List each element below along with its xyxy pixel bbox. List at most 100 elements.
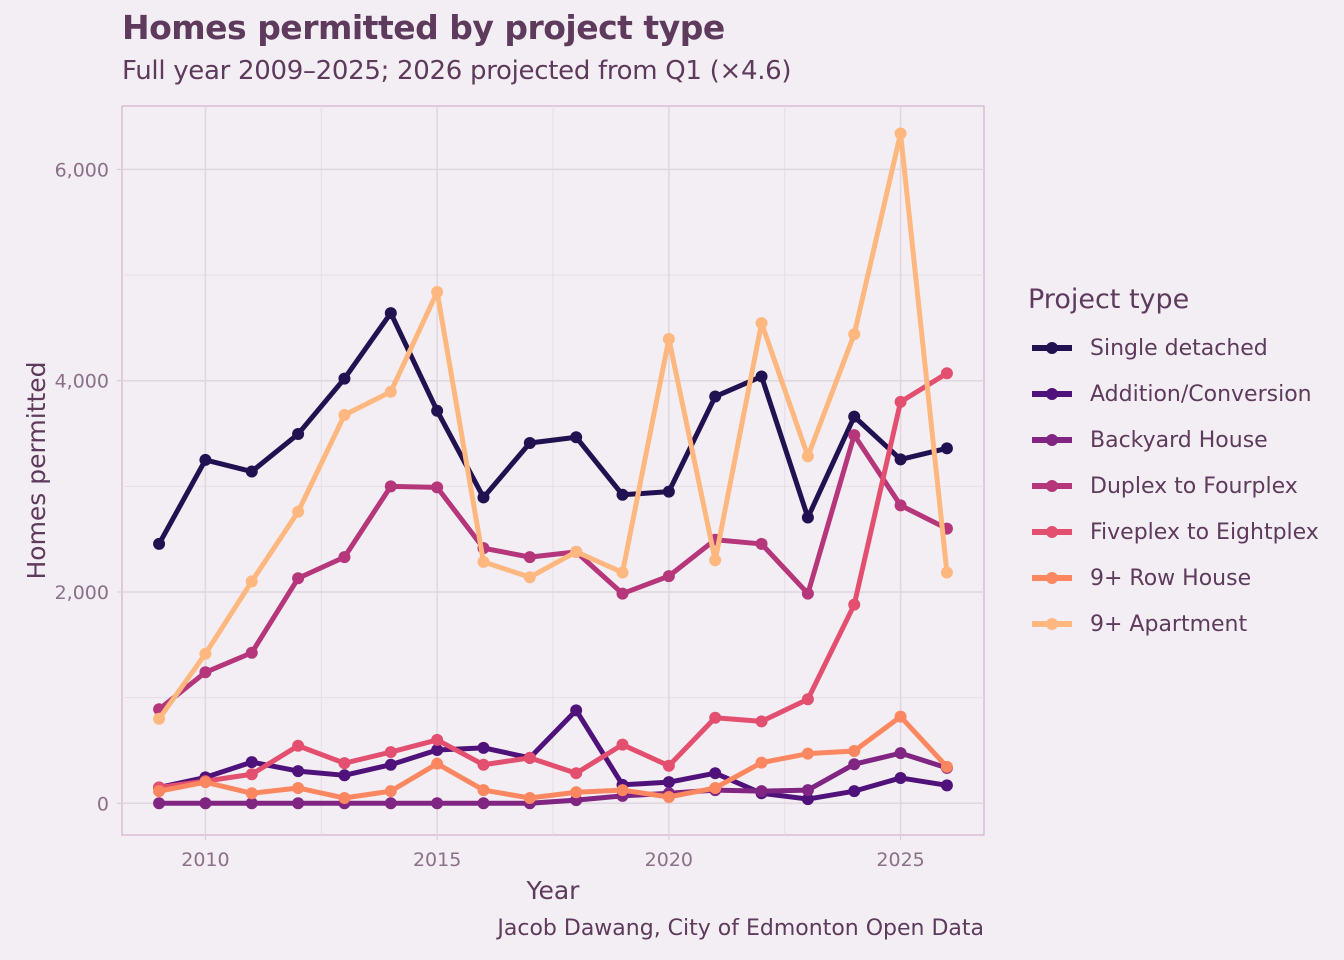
- data-point: [523, 437, 536, 450]
- data-point: [801, 693, 814, 706]
- data-point: [431, 797, 444, 810]
- data-point: [894, 771, 907, 784]
- data-point: [153, 785, 166, 798]
- legend-title: Project type: [1028, 284, 1190, 315]
- legend-key-icon: [1032, 618, 1072, 630]
- data-point: [755, 715, 768, 728]
- data-point: [755, 537, 768, 550]
- data-point: [616, 784, 629, 797]
- data-point: [153, 797, 166, 810]
- data-point: [384, 480, 397, 493]
- data-point: [292, 739, 305, 752]
- data-point: [245, 787, 258, 800]
- data-point: [848, 745, 861, 758]
- series-line: [156, 707, 950, 802]
- data-point: [570, 786, 583, 799]
- data-point: [848, 429, 861, 442]
- legend-label: Fiveplex to Eightplex: [1090, 519, 1319, 545]
- data-point: [245, 575, 258, 588]
- data-point: [245, 768, 258, 781]
- data-point: [245, 465, 258, 478]
- y-tick-label: 2,000: [55, 582, 109, 604]
- series-line: [156, 750, 950, 806]
- data-point: [292, 428, 305, 441]
- data-point: [894, 710, 907, 723]
- data-point: [801, 747, 814, 760]
- data-point: [292, 572, 305, 585]
- data-point: [338, 551, 351, 564]
- series-line: [156, 370, 950, 790]
- data-point: [384, 385, 397, 398]
- data-point: [199, 776, 212, 789]
- data-point: [709, 554, 722, 567]
- data-point: [384, 785, 397, 798]
- data-point: [384, 758, 397, 771]
- data-point: [477, 491, 490, 504]
- data-point: [384, 307, 397, 320]
- legend-label: Duplex to Fourplex: [1090, 473, 1298, 499]
- data-point: [940, 566, 953, 579]
- y-axis-title: Homes permitted: [22, 361, 51, 579]
- series-line: [156, 714, 950, 801]
- data-point: [570, 704, 583, 717]
- data-point: [245, 756, 258, 769]
- data-point: [570, 767, 583, 780]
- grid: [122, 106, 984, 835]
- data-point: [848, 328, 861, 341]
- data-point: [431, 285, 444, 298]
- legend-item: 9+ Apartment: [1028, 601, 1319, 647]
- data-point: [431, 481, 444, 494]
- data-point: [894, 499, 907, 512]
- data-point: [755, 370, 768, 383]
- data-point: [338, 372, 351, 385]
- legend-label: 9+ Row House: [1090, 565, 1252, 591]
- data-point: [245, 797, 258, 810]
- data-point: [153, 537, 166, 550]
- y-tick-label: 4,000: [55, 371, 109, 393]
- data-point: [338, 757, 351, 770]
- legend-item: Fiveplex to Eightplex: [1028, 509, 1319, 555]
- legend-item: 9+ Row House: [1028, 555, 1319, 601]
- axis-ticks: 2010 2015 2020 2025 0 2,000 4,000 6,000: [55, 159, 925, 871]
- data-point: [477, 555, 490, 568]
- chart-caption: Jacob Dawang, City of Edmonton Open Data: [497, 916, 984, 941]
- data-point: [894, 453, 907, 466]
- legend-label: Backyard House: [1090, 427, 1268, 453]
- data-point: [292, 765, 305, 778]
- data-point: [477, 758, 490, 771]
- data-point: [616, 566, 629, 579]
- data-point: [801, 511, 814, 524]
- x-tick-label: 2010: [181, 849, 229, 871]
- y-tick-label: 6,000: [55, 159, 109, 181]
- data-point: [848, 598, 861, 611]
- data-point: [292, 505, 305, 518]
- data-point: [662, 759, 675, 772]
- series-line: [156, 310, 950, 547]
- legend-item: Addition/Conversion: [1028, 371, 1319, 417]
- data-point: [848, 410, 861, 423]
- legend-key-icon: [1032, 388, 1072, 400]
- data-point: [292, 781, 305, 794]
- x-tick-label: 2015: [413, 849, 461, 871]
- data-point: [662, 570, 675, 583]
- data-point: [709, 767, 722, 780]
- legend-key-icon: [1032, 572, 1072, 584]
- data-point: [570, 545, 583, 558]
- data-point: [894, 747, 907, 760]
- legend-item: Duplex to Fourplex: [1028, 463, 1319, 509]
- data-point: [801, 793, 814, 806]
- data-point: [199, 797, 212, 810]
- x-tick-label: 2025: [876, 849, 924, 871]
- data-point: [662, 790, 675, 803]
- data-point: [384, 746, 397, 759]
- data-point: [801, 784, 814, 797]
- legend-label: Single detached: [1090, 335, 1268, 361]
- legend-key-icon: [1032, 434, 1072, 446]
- chart-title: Homes permitted by project type: [122, 8, 725, 47]
- data-point: [523, 751, 536, 764]
- data-point: [199, 453, 212, 466]
- data-point: [940, 779, 953, 792]
- data-point: [662, 485, 675, 498]
- series-lines: [153, 127, 953, 810]
- data-point: [338, 769, 351, 782]
